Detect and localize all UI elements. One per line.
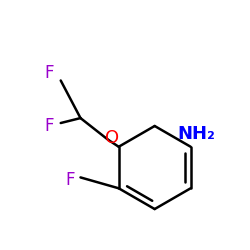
Text: F: F	[66, 172, 75, 190]
Text: F: F	[44, 117, 54, 135]
Text: O: O	[105, 129, 119, 147]
Text: F: F	[44, 64, 54, 82]
Text: NH₂: NH₂	[178, 125, 215, 143]
